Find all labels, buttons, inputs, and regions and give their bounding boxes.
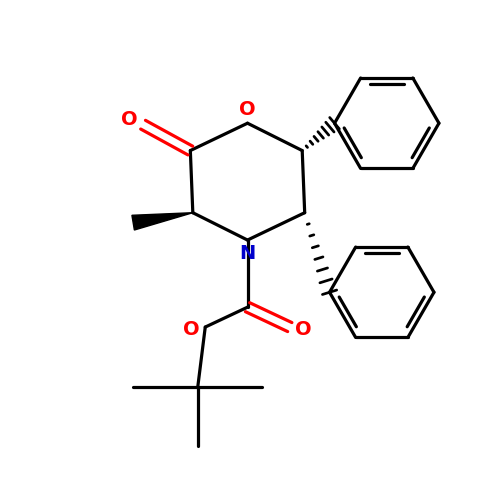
Text: O: O [121,110,138,129]
Text: O: O [183,320,200,339]
Text: O: O [296,320,312,339]
Text: N: N [240,244,256,264]
Text: O: O [239,100,256,119]
Polygon shape [132,212,193,230]
